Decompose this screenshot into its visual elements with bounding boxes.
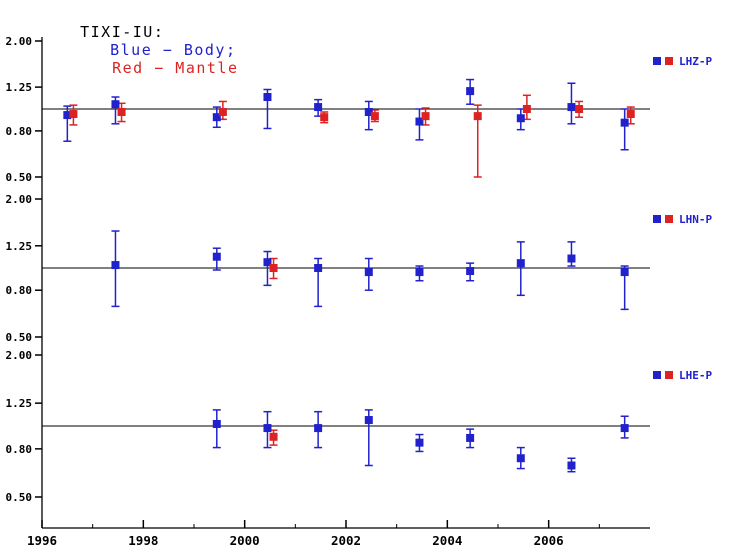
data-point — [314, 264, 323, 272]
data-point — [415, 438, 424, 447]
y-tick-label: 1.25 — [6, 240, 33, 253]
data-point — [314, 424, 323, 433]
data-point — [620, 424, 629, 433]
data-point — [370, 112, 379, 121]
data-point — [466, 267, 475, 276]
x-tick-label: 1998 — [128, 533, 158, 548]
data-point — [626, 110, 635, 119]
legend-mantle-swatch — [665, 57, 673, 65]
data-point — [218, 107, 227, 116]
data-point — [567, 103, 576, 112]
data-point — [63, 111, 72, 120]
data-point — [364, 416, 373, 425]
body-series-label: Blue − Body; — [110, 41, 237, 59]
x-tick-label: 1996 — [27, 533, 57, 548]
x-tick-label: 2004 — [432, 533, 462, 548]
legend-label: LHN-P — [679, 213, 712, 226]
y-tick-label: 0.50 — [6, 171, 33, 184]
y-tick-label: 2.00 — [6, 349, 33, 362]
data-point — [575, 105, 584, 113]
data-point — [69, 110, 78, 119]
data-point — [269, 432, 278, 441]
y-tick-label: 0.80 — [6, 443, 33, 456]
data-point — [567, 254, 576, 263]
y-tick-label: 0.50 — [6, 491, 33, 504]
y-tick-label: 2.00 — [6, 193, 33, 206]
y-tick-label: 0.80 — [6, 284, 33, 297]
data-point — [111, 100, 120, 109]
y-tick-label: 0.80 — [6, 125, 33, 138]
legend-body-swatch — [653, 215, 661, 223]
x-tick-label: 2006 — [534, 533, 564, 548]
data-point — [522, 105, 531, 113]
data-point — [620, 268, 629, 277]
station-label: TIXI-IU: — [80, 23, 165, 41]
data-point — [364, 268, 373, 277]
legend-body-swatch — [653, 371, 661, 379]
y-tick-label: 1.25 — [6, 397, 33, 410]
legend-mantle-swatch — [665, 215, 673, 223]
x-tick-label: 2002 — [331, 533, 361, 548]
data-point — [263, 93, 272, 102]
legend-label: LHE-P — [679, 369, 712, 382]
data-point — [111, 261, 120, 270]
data-point — [212, 252, 221, 261]
chart-title: TIXI-IU: Blue − Body; Red − Mantle — [38, 5, 239, 95]
legend-label: LHZ-P — [679, 55, 712, 68]
data-point — [466, 433, 475, 442]
y-tick-label: 2.00 — [6, 35, 33, 48]
y-tick-label: 0.50 — [6, 331, 33, 344]
data-point — [415, 268, 424, 277]
data-point — [466, 87, 475, 96]
data-point — [516, 259, 525, 268]
data-point — [421, 112, 430, 121]
data-point — [473, 112, 482, 121]
legend-mantle-swatch — [665, 371, 673, 379]
data-point — [567, 461, 576, 470]
data-point — [263, 258, 272, 267]
data-point — [516, 454, 525, 463]
data-point — [117, 107, 126, 116]
data-point — [269, 264, 278, 272]
data-point — [415, 117, 424, 126]
data-point — [263, 424, 272, 433]
data-point — [320, 113, 329, 122]
mantle-series-label: Red − Mantle — [112, 59, 239, 77]
data-point — [516, 114, 525, 123]
x-tick-label: 2000 — [230, 533, 260, 548]
data-point — [620, 118, 629, 127]
data-point — [364, 107, 373, 116]
data-point — [212, 113, 221, 122]
legend-body-swatch — [653, 57, 661, 65]
y-tick-label: 1.25 — [6, 81, 33, 94]
data-point — [212, 419, 221, 428]
data-point — [314, 103, 323, 112]
